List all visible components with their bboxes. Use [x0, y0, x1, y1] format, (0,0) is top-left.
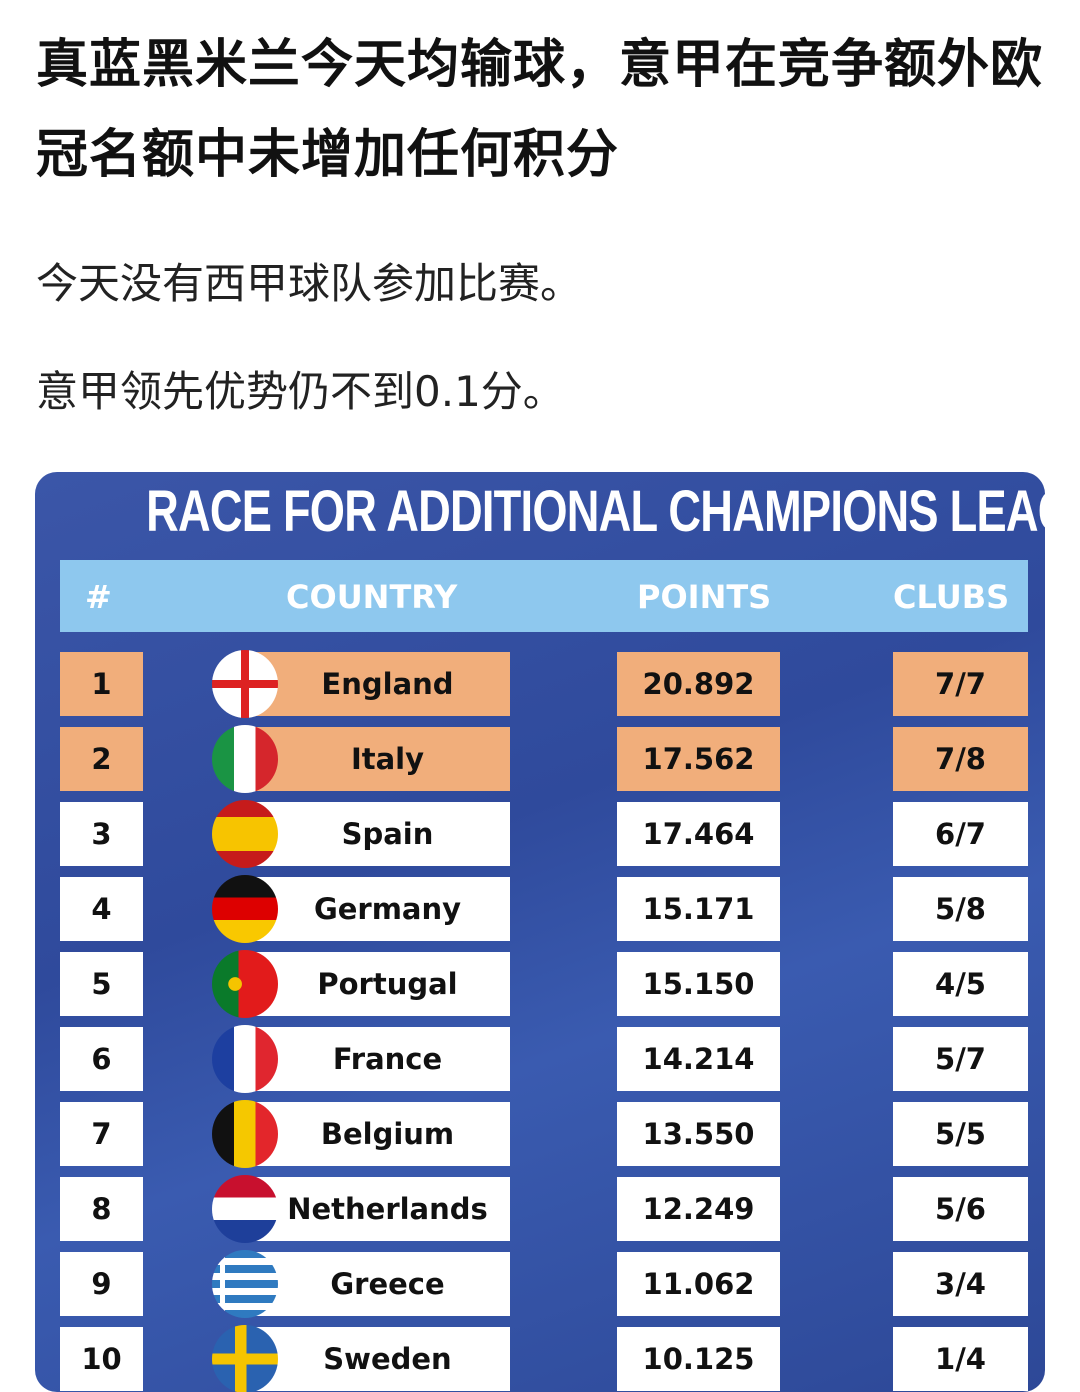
clubs-cell: 5/8 — [893, 877, 1028, 941]
flag-icon — [212, 1025, 278, 1093]
table-row: 10 Sweden 10.125 1/4 — [35, 1325, 1045, 1392]
table-title: RACE FOR ADDITIONAL CHAMPIONS LEAGUE SPO… — [146, 479, 1045, 544]
flag-icon — [212, 1325, 278, 1392]
headline: 真蓝黑米兰今天均输球，意甲在竞争额外欧冠名额中未增加任何积分 — [36, 35, 1044, 185]
header-points: POINTS — [637, 578, 772, 616]
country-cell: Sweden — [245, 1327, 510, 1391]
rank-cell: 1 — [60, 652, 143, 716]
flag-icon — [212, 875, 278, 943]
country-cell: Greece — [245, 1252, 510, 1316]
rank-cell: 7 — [60, 1102, 143, 1166]
country-cell: Portugal — [245, 952, 510, 1016]
country-cell: Germany — [245, 877, 510, 941]
rank-cell: 3 — [60, 802, 143, 866]
points-cell: 15.150 — [617, 952, 780, 1016]
flag-icon — [212, 950, 278, 1018]
flag-icon — [212, 1100, 278, 1168]
table-row: 3 Spain 17.464 6/7 — [35, 800, 1045, 868]
clubs-cell: 7/8 — [893, 727, 1028, 791]
standings-image: RACE FOR ADDITIONAL CHAMPIONS LEAGUE SPO… — [35, 472, 1045, 1392]
table-row: 4 Germany 15.171 5/8 — [35, 875, 1045, 943]
country-cell: England — [245, 652, 510, 716]
country-cell: Belgium — [245, 1102, 510, 1166]
points-cell: 20.892 — [617, 652, 780, 716]
country-cell: Netherlands — [245, 1177, 510, 1241]
points-cell: 14.214 — [617, 1027, 780, 1091]
flag-icon — [212, 800, 278, 868]
table-header: # COUNTRY POINTS CLUBS — [60, 560, 1028, 632]
country-cell: Italy — [245, 727, 510, 791]
clubs-cell: 5/6 — [893, 1177, 1028, 1241]
rank-cell: 5 — [60, 952, 143, 1016]
header-rank: # — [85, 578, 112, 616]
rank-cell: 6 — [60, 1027, 143, 1091]
rank-cell: 2 — [60, 727, 143, 791]
table-row: 8 Netherlands 12.249 5/6 — [35, 1175, 1045, 1243]
rank-cell: 4 — [60, 877, 143, 941]
clubs-cell: 4/5 — [893, 952, 1028, 1016]
clubs-cell: 6/7 — [893, 802, 1028, 866]
rank-cell: 10 — [60, 1327, 143, 1391]
table-row: 7 Belgium 13.550 5/5 — [35, 1100, 1045, 1168]
flag-icon — [212, 650, 278, 718]
clubs-cell: 5/7 — [893, 1027, 1028, 1091]
rank-cell: 8 — [60, 1177, 143, 1241]
points-cell: 15.171 — [617, 877, 780, 941]
clubs-cell: 3/4 — [893, 1252, 1028, 1316]
table-row: 6 France 14.214 5/7 — [35, 1025, 1045, 1093]
rank-cell: 9 — [60, 1252, 143, 1316]
points-cell: 12.249 — [617, 1177, 780, 1241]
country-cell: France — [245, 1027, 510, 1091]
table-row: 9 Greece 11.062 3/4 — [35, 1250, 1045, 1318]
flag-icon — [212, 1250, 278, 1318]
table-row: 2 Italy 17.562 7/8 — [35, 725, 1045, 793]
clubs-cell: 5/5 — [893, 1102, 1028, 1166]
header-clubs: CLUBS — [893, 578, 1010, 616]
table-row: 1 England 20.892 7/7 — [35, 650, 1045, 718]
flag-icon — [212, 1175, 278, 1243]
header-country: COUNTRY — [286, 578, 458, 616]
points-cell: 10.125 — [617, 1327, 780, 1391]
points-cell: 17.464 — [617, 802, 780, 866]
table-row: 5 Portugal 15.150 4/5 — [35, 950, 1045, 1018]
paragraph-1: 今天没有西甲球队参加比赛。 — [36, 259, 583, 308]
points-cell: 13.550 — [617, 1102, 780, 1166]
clubs-cell: 1/4 — [893, 1327, 1028, 1391]
points-cell: 11.062 — [617, 1252, 780, 1316]
clubs-cell: 7/7 — [893, 652, 1028, 716]
flag-icon — [212, 725, 278, 793]
points-cell: 17.562 — [617, 727, 780, 791]
country-cell: Spain — [245, 802, 510, 866]
paragraph-2: 意甲领先优势仍不到0.1分。 — [36, 367, 565, 416]
